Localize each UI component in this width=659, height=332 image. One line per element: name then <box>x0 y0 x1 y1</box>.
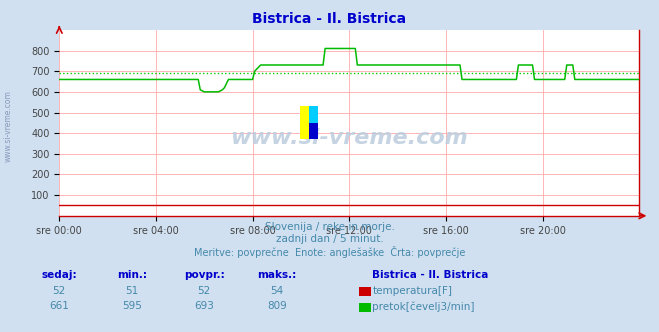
Text: Slovenija / reke in morje.: Slovenija / reke in morje. <box>264 222 395 232</box>
Text: 54: 54 <box>270 286 283 295</box>
Text: 693: 693 <box>194 301 214 311</box>
Text: 809: 809 <box>267 301 287 311</box>
Text: 52: 52 <box>198 286 211 295</box>
Text: 661: 661 <box>49 301 69 311</box>
Text: Bistrica - Il. Bistrica: Bistrica - Il. Bistrica <box>252 12 407 26</box>
Text: maks.:: maks.: <box>257 270 297 280</box>
Text: www.si-vreme.com: www.si-vreme.com <box>3 90 13 162</box>
Text: Bistrica - Il. Bistrica: Bistrica - Il. Bistrica <box>372 270 489 280</box>
Text: povpr.:: povpr.: <box>184 270 225 280</box>
Text: pretok[čevelj3/min]: pretok[čevelj3/min] <box>372 301 475 312</box>
Bar <box>300 106 309 139</box>
Bar <box>309 123 318 139</box>
Text: min.:: min.: <box>117 270 147 280</box>
Bar <box>309 106 318 123</box>
Text: zadnji dan / 5 minut.: zadnji dan / 5 minut. <box>275 234 384 244</box>
Text: sedaj:: sedaj: <box>42 270 77 280</box>
Text: 52: 52 <box>53 286 66 295</box>
Text: Meritve: povprečne  Enote: anglešaške  Črta: povprečje: Meritve: povprečne Enote: anglešaške Črt… <box>194 246 465 258</box>
Text: www.si-vreme.com: www.si-vreme.com <box>231 128 468 148</box>
Text: temperatura[F]: temperatura[F] <box>372 286 452 295</box>
Text: 595: 595 <box>122 301 142 311</box>
Text: 51: 51 <box>125 286 138 295</box>
